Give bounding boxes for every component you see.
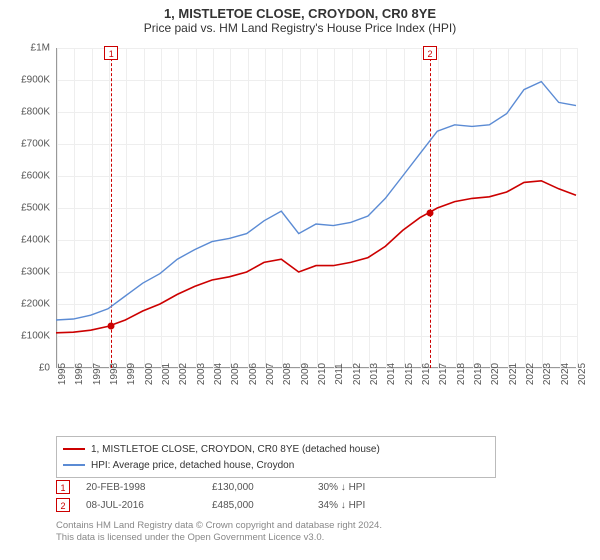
y-axis-label: £100K xyxy=(21,331,50,342)
legend-swatch xyxy=(63,464,85,466)
legend-item: HPI: Average price, detached house, Croy… xyxy=(63,457,489,473)
y-axis-label: £1M xyxy=(31,43,50,54)
callout-date: 20-FEB-1998 xyxy=(86,482,196,493)
callouts-table: 1 20-FEB-1998 £130,000 30% ↓ HPI 2 08-JUL-201… xyxy=(56,478,576,514)
y-axis-label: £900K xyxy=(21,75,50,86)
y-axis-label: £600K xyxy=(21,171,50,182)
y-axis-label: £800K xyxy=(21,107,50,118)
y-axis-label: £500K xyxy=(21,203,50,214)
callout-price: £130,000 xyxy=(212,482,302,493)
legend-label: 1, MISTLETOE CLOSE, CROYDON, CR0 8YE (de… xyxy=(91,444,380,455)
y-axis-label: £700K xyxy=(21,139,50,150)
chart-container: { "title": "1, MISTLETOE CLOSE, CROYDON,… xyxy=(0,0,600,560)
chart-lines-svg xyxy=(56,48,576,368)
y-axis-label: £300K xyxy=(21,267,50,278)
callout-price: £485,000 xyxy=(212,500,302,511)
y-axis-label: £0 xyxy=(39,363,50,374)
callout-pct: 34% ↓ HPI xyxy=(318,500,418,511)
legend-swatch xyxy=(63,448,85,450)
callout-badge: 2 xyxy=(56,498,70,512)
callout-row: 1 20-FEB-1998 £130,000 30% ↓ HPI xyxy=(56,478,576,496)
gridline-vertical xyxy=(577,48,578,368)
callout-pct: 30% ↓ HPI xyxy=(318,482,418,493)
y-axis-label: £400K xyxy=(21,235,50,246)
legend-label: HPI: Average price, detached house, Croy… xyxy=(91,460,294,471)
y-axis-label: £200K xyxy=(21,299,50,310)
legend-item: 1, MISTLETOE CLOSE, CROYDON, CR0 8YE (de… xyxy=(63,441,489,457)
series-line-price_paid xyxy=(56,181,576,333)
attribution-line-1: Contains HM Land Registry data © Crown c… xyxy=(56,520,576,532)
chart-area: £0£100K£200K£300K£400K£500K£600K£700K£80… xyxy=(56,48,576,398)
attribution-line-2: This data is licensed under the Open Gov… xyxy=(56,532,576,544)
callout-row: 2 08-JUL-2016 £485,000 34% ↓ HPI xyxy=(56,496,576,514)
legend-box: 1, MISTLETOE CLOSE, CROYDON, CR0 8YE (de… xyxy=(56,436,496,478)
chart-title: 1, MISTLETOE CLOSE, CROYDON, CR0 8YE xyxy=(0,0,600,21)
x-axis-label: 2025 xyxy=(577,363,588,385)
attribution-text: Contains HM Land Registry data © Crown c… xyxy=(56,520,576,545)
callout-badge: 1 xyxy=(56,480,70,494)
chart-subtitle: Price paid vs. HM Land Registry's House … xyxy=(0,21,600,39)
series-line-hpi xyxy=(56,82,576,320)
callout-date: 08-JUL-2016 xyxy=(86,500,196,511)
